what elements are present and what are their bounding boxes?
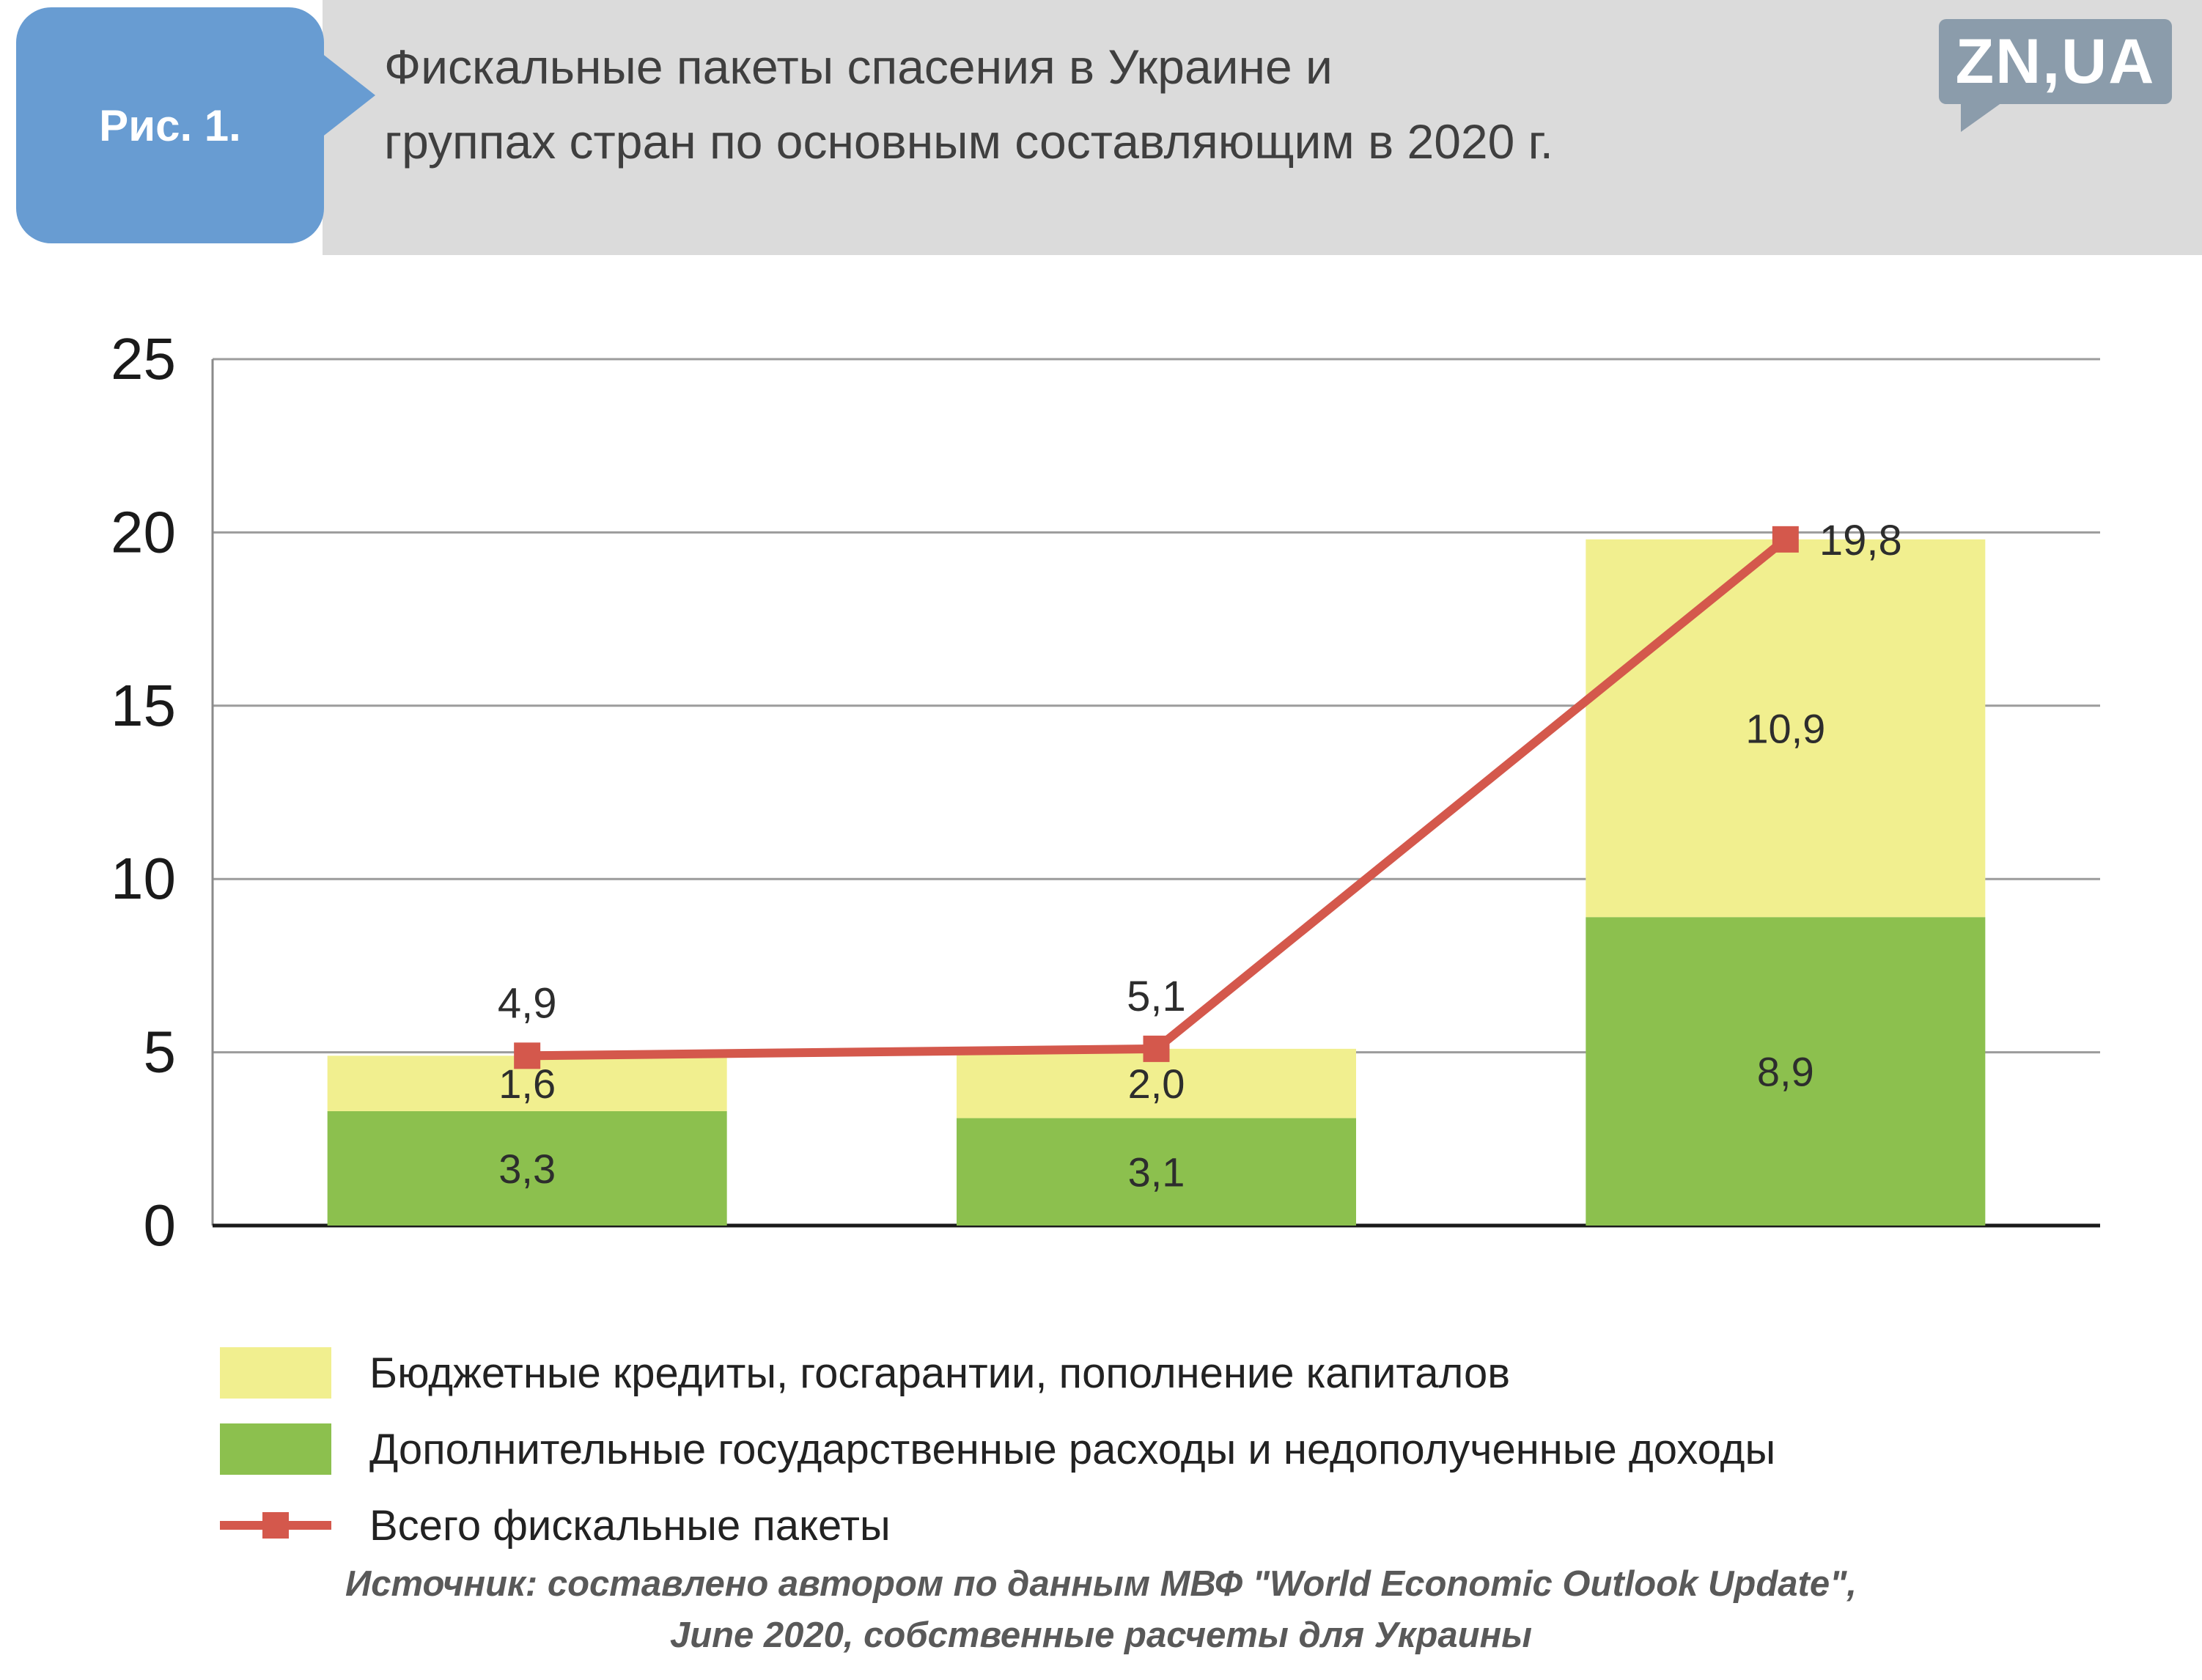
- total-value-label: 19,8: [1819, 517, 1902, 564]
- y-tick-label: 20: [111, 499, 176, 564]
- total-marker: [1772, 526, 1799, 553]
- znua-logo-text: ZN,UA: [1955, 26, 2156, 97]
- legend-label-gov-spending: Дополнительные государственные расходы и…: [369, 1425, 1776, 1473]
- chart-title: Фискальные пакеты спасения в Украине и г…: [384, 29, 1553, 179]
- bar-value-label: 8,9: [1757, 1049, 1814, 1095]
- legend-label-budget-credits: Бюджетные кредиты, госгарантии, пополнен…: [369, 1349, 1511, 1397]
- y-tick-label: 15: [111, 673, 176, 738]
- bar-segment: [1586, 539, 1986, 918]
- bar-segment: [327, 1110, 727, 1226]
- legend-swatch-green: [220, 1423, 331, 1475]
- figure-label-box: Рис. 1.: [16, 7, 324, 243]
- total-value-label: 4,9: [498, 979, 557, 1027]
- legend-item-gov-spending: Дополнительные государственные расходы и…: [220, 1423, 1775, 1475]
- legend-swatch-line: [220, 1500, 331, 1551]
- source-note-line2: June 2020, собственные расчеты для Украи…: [669, 1615, 1533, 1655]
- legend-label-total-packages: Всего фискальные пакеты: [369, 1501, 891, 1550]
- total-marker: [1143, 1035, 1170, 1062]
- total-marker: [514, 1042, 541, 1069]
- bar-value-label: 2,0: [1128, 1061, 1185, 1107]
- legend: Бюджетные кредиты, госгарантии, пополнен…: [220, 1347, 1775, 1576]
- znua-logo: ZN,UA: [1939, 19, 2172, 132]
- legend-swatch-yellow: [220, 1347, 331, 1399]
- y-tick-label: 25: [111, 326, 176, 391]
- bar-value-label: 10,9: [1745, 706, 1825, 752]
- source-note: Источник: составлено автором по данным М…: [0, 1558, 2202, 1661]
- bar-value-label: 3,1: [1128, 1149, 1185, 1195]
- y-tick-label: 0: [144, 1193, 177, 1258]
- legend-item-total-packages: Всего фискальные пакеты: [220, 1500, 1775, 1551]
- bar-value-label: 3,3: [498, 1146, 556, 1192]
- figure-label-tail: [321, 53, 375, 138]
- bar-segment: [1586, 917, 1986, 1226]
- chart-title-line1: Фискальные пакеты спасения в Украине и: [384, 40, 1333, 94]
- source-note-line1: Источник: составлено автором по данным М…: [345, 1564, 1857, 1604]
- legend-line-marker: [262, 1512, 289, 1539]
- bar-segment: [957, 1118, 1356, 1226]
- znua-logo-tail: [1961, 103, 2002, 132]
- y-tick-label: 10: [111, 846, 176, 911]
- figure-label: Рис. 1.: [99, 100, 241, 150]
- header-banner: [323, 0, 2202, 255]
- chart-title-line2: группах стран по основным составляющим в…: [384, 114, 1554, 169]
- y-tick-label: 5: [144, 1020, 177, 1085]
- total-value-label: 5,1: [1127, 973, 1186, 1020]
- legend-item-budget-credits: Бюджетные кредиты, госгарантии, пополнен…: [220, 1347, 1775, 1399]
